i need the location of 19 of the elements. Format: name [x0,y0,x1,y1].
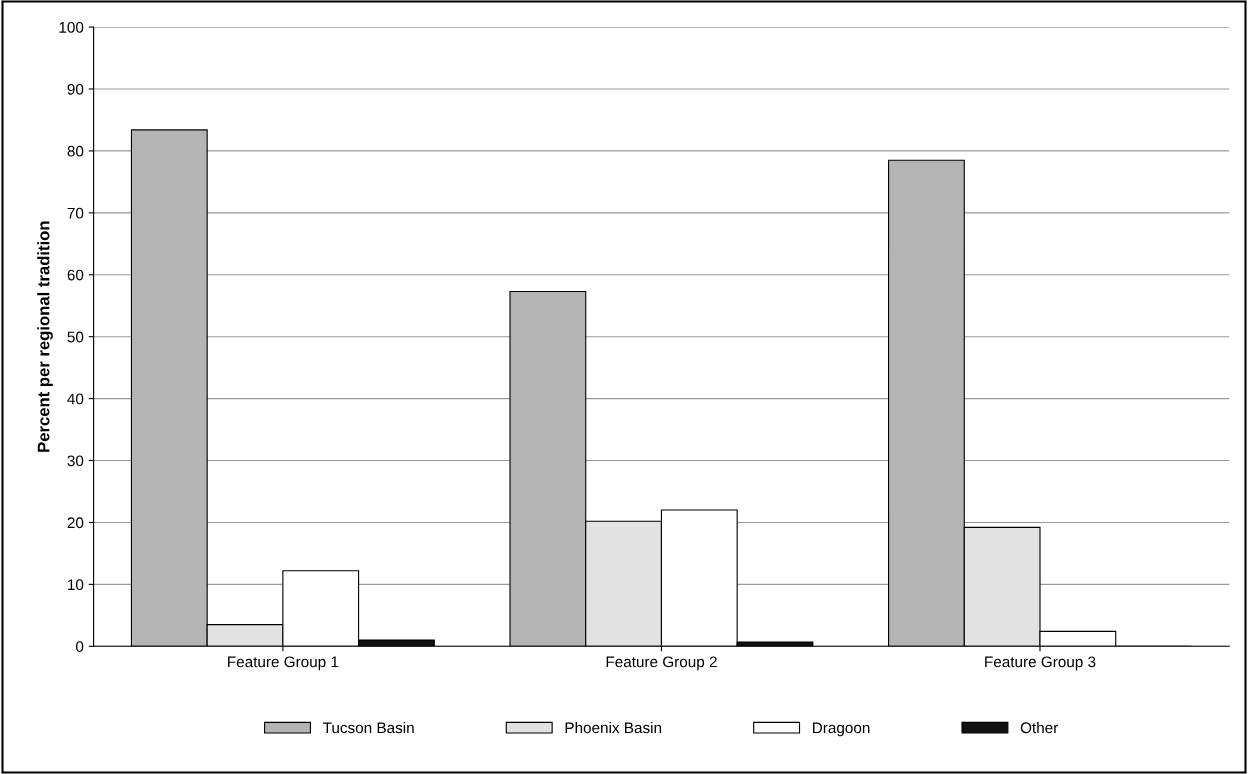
x-tick-label: Feature Group 2 [606,656,717,671]
legend-label: Other [1020,721,1059,734]
x-tick-label: Feature Group 3 [985,656,1096,671]
y-tick-label: 30 [67,455,84,467]
legend-label: Dragoon [813,722,870,737]
x-tick-label: Feature Group 1 [228,656,339,671]
legend-label: Phoenix Basin [565,721,662,734]
y-tick-label: 100 [59,21,84,33]
y-tick-label: 60 [67,269,84,281]
y-tick-label: 10 [68,579,84,591]
y-tick-label: 50 [67,331,84,343]
y-tick-label: 40 [67,393,84,405]
y-tick-label: 80 [67,145,84,157]
y-tick-label: 90 [67,83,84,95]
y-tick-label: 0 [75,641,84,652]
y-tick-label: 20 [67,517,84,529]
legend-label: Tucson Basin [323,721,414,734]
y-tick-label: 70 [67,207,84,219]
y-axis-title: Percent per regional tradition [37,221,53,452]
